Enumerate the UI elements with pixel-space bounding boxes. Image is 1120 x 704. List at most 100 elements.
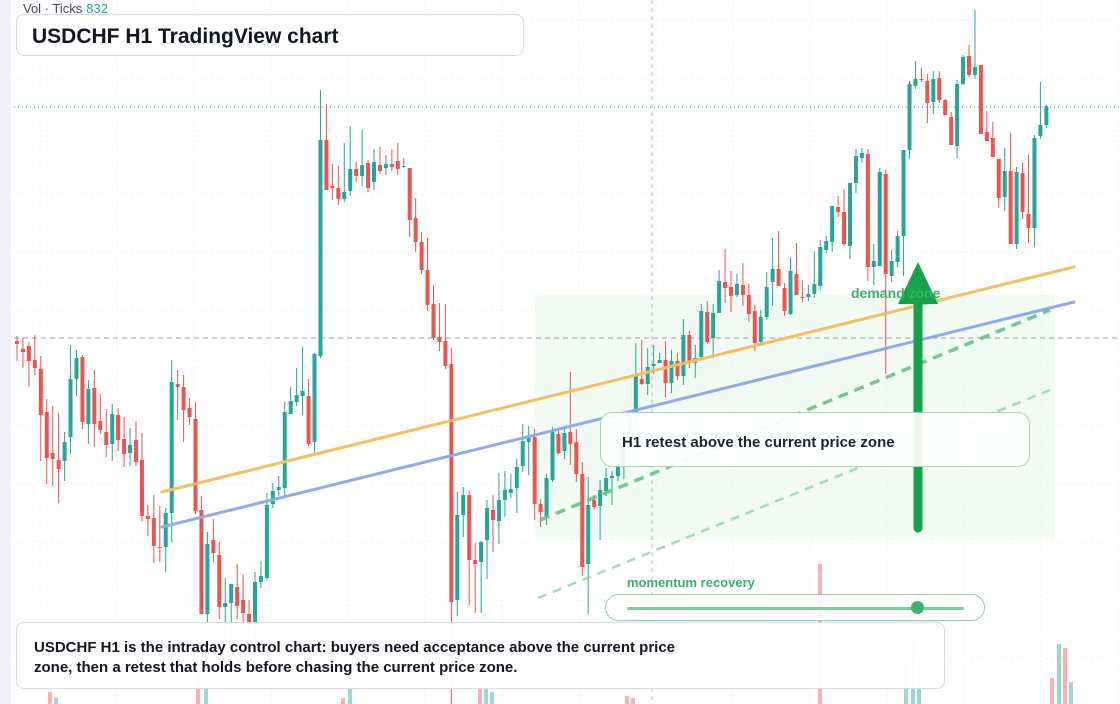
- candle-bullish: [479, 542, 484, 562]
- candle-bearish: [746, 295, 751, 314]
- candle-bearish: [377, 165, 382, 171]
- candle-bullish: [360, 165, 365, 176]
- candle-bullish: [312, 354, 317, 442]
- candle-bullish: [770, 269, 775, 282]
- volume-bar: [1063, 648, 1067, 704]
- candle-bullish: [485, 508, 490, 540]
- volume-bar: [490, 692, 494, 704]
- candle-bearish: [235, 587, 240, 606]
- volume-bar: [48, 692, 52, 704]
- candle-bullish: [169, 382, 174, 513]
- candle-bearish: [26, 346, 31, 361]
- candle-bearish: [241, 600, 246, 613]
- candle-bearish: [568, 432, 573, 444]
- candle-bullish: [598, 490, 603, 506]
- candle-bullish: [901, 150, 906, 236]
- candle-bullish: [86, 389, 91, 424]
- candle-bearish: [663, 360, 668, 383]
- candle-bullish: [205, 544, 210, 614]
- volume-bar: [1050, 678, 1054, 704]
- candle-bullish: [455, 515, 460, 600]
- candle-bearish: [92, 388, 97, 424]
- candle-bearish: [949, 117, 954, 145]
- candle-bearish: [181, 387, 186, 410]
- candle-bearish: [943, 100, 948, 115]
- volume-label: Vol · Ticks: [23, 1, 83, 16]
- projection-line-light: [537, 388, 1051, 600]
- candle-bullish: [128, 445, 133, 453]
- candle-bullish: [264, 505, 269, 578]
- candle-bullish: [907, 84, 912, 150]
- candle-bullish: [877, 172, 882, 266]
- momentum-label: momentum recovery: [627, 575, 755, 590]
- candle-bullish: [163, 513, 168, 547]
- candle-bearish: [187, 408, 192, 417]
- volume-bar: [1069, 682, 1073, 704]
- candle-bearish: [919, 79, 924, 80]
- chart-title: USDCHF H1 TradingView chart: [32, 25, 339, 48]
- candle-bearish: [395, 161, 400, 169]
- candle-bullish: [544, 478, 549, 516]
- candle-bearish: [211, 540, 216, 553]
- left-gutter: [0, 0, 11, 704]
- candle-bullish: [931, 79, 936, 102]
- candle-bearish: [1008, 171, 1013, 244]
- candle-bearish: [687, 335, 692, 362]
- candle-bearish: [145, 516, 150, 519]
- candle-bearish: [157, 547, 162, 548]
- volume-bar: [484, 682, 488, 704]
- momentum-knob[interactable]: [910, 601, 924, 614]
- candle-bearish: [836, 207, 841, 212]
- candle-bearish: [20, 349, 25, 352]
- candle-bullish: [270, 491, 275, 504]
- volume-bar: [625, 696, 629, 704]
- candle-bullish: [651, 364, 656, 366]
- momentum-slider[interactable]: [605, 594, 985, 621]
- candle-bearish: [134, 440, 138, 462]
- candle-bearish: [937, 78, 942, 100]
- candle-bearish: [389, 164, 394, 167]
- candle-bullish: [502, 490, 507, 500]
- candle-bearish: [782, 288, 787, 311]
- candle-bullish: [764, 287, 769, 317]
- candle-bearish: [425, 270, 430, 305]
- candle-bullish: [1032, 138, 1037, 228]
- candle-bearish: [574, 442, 579, 474]
- candle-bullish: [348, 169, 353, 191]
- candle-bearish: [437, 337, 442, 342]
- candle-bullish: [913, 79, 918, 86]
- candle-bullish: [62, 442, 67, 461]
- candle-bearish: [175, 384, 180, 387]
- candle-bullish: [294, 395, 299, 402]
- candle-bullish: [711, 313, 716, 338]
- candle-bearish: [967, 56, 971, 75]
- candle-bullish: [788, 271, 793, 314]
- candle-bearish: [538, 504, 543, 512]
- candle-bullish: [520, 441, 525, 466]
- candle-bullish: [830, 206, 835, 242]
- candle-bullish: [342, 192, 347, 199]
- candle-bearish: [592, 500, 597, 507]
- candle-bullish: [300, 391, 305, 396]
- candle-bearish: [865, 154, 870, 267]
- candle-bullish: [758, 317, 763, 342]
- candle-bearish: [729, 287, 733, 296]
- candle-bullish: [68, 379, 73, 437]
- candle-bullish: [253, 582, 257, 622]
- candle-bearish: [354, 169, 359, 176]
- title-card: USDCHF H1 TradingView chart: [16, 14, 524, 56]
- candle-bullish: [812, 284, 817, 294]
- horizontal-levels: [14, 106, 1120, 339]
- volume-bar: [631, 698, 635, 704]
- candle-bullish: [895, 236, 900, 262]
- candle-bearish: [990, 138, 995, 157]
- candle-bullish: [818, 247, 823, 286]
- candle-bullish: [1014, 172, 1019, 244]
- candle-bullish: [110, 414, 115, 444]
- candle-bullish: [633, 375, 638, 417]
- candle-bearish: [794, 274, 799, 295]
- candle-bullish: [1038, 125, 1043, 136]
- candle-bullish: [699, 311, 704, 357]
- candle-bearish: [580, 474, 585, 567]
- volume-bar: [54, 698, 58, 704]
